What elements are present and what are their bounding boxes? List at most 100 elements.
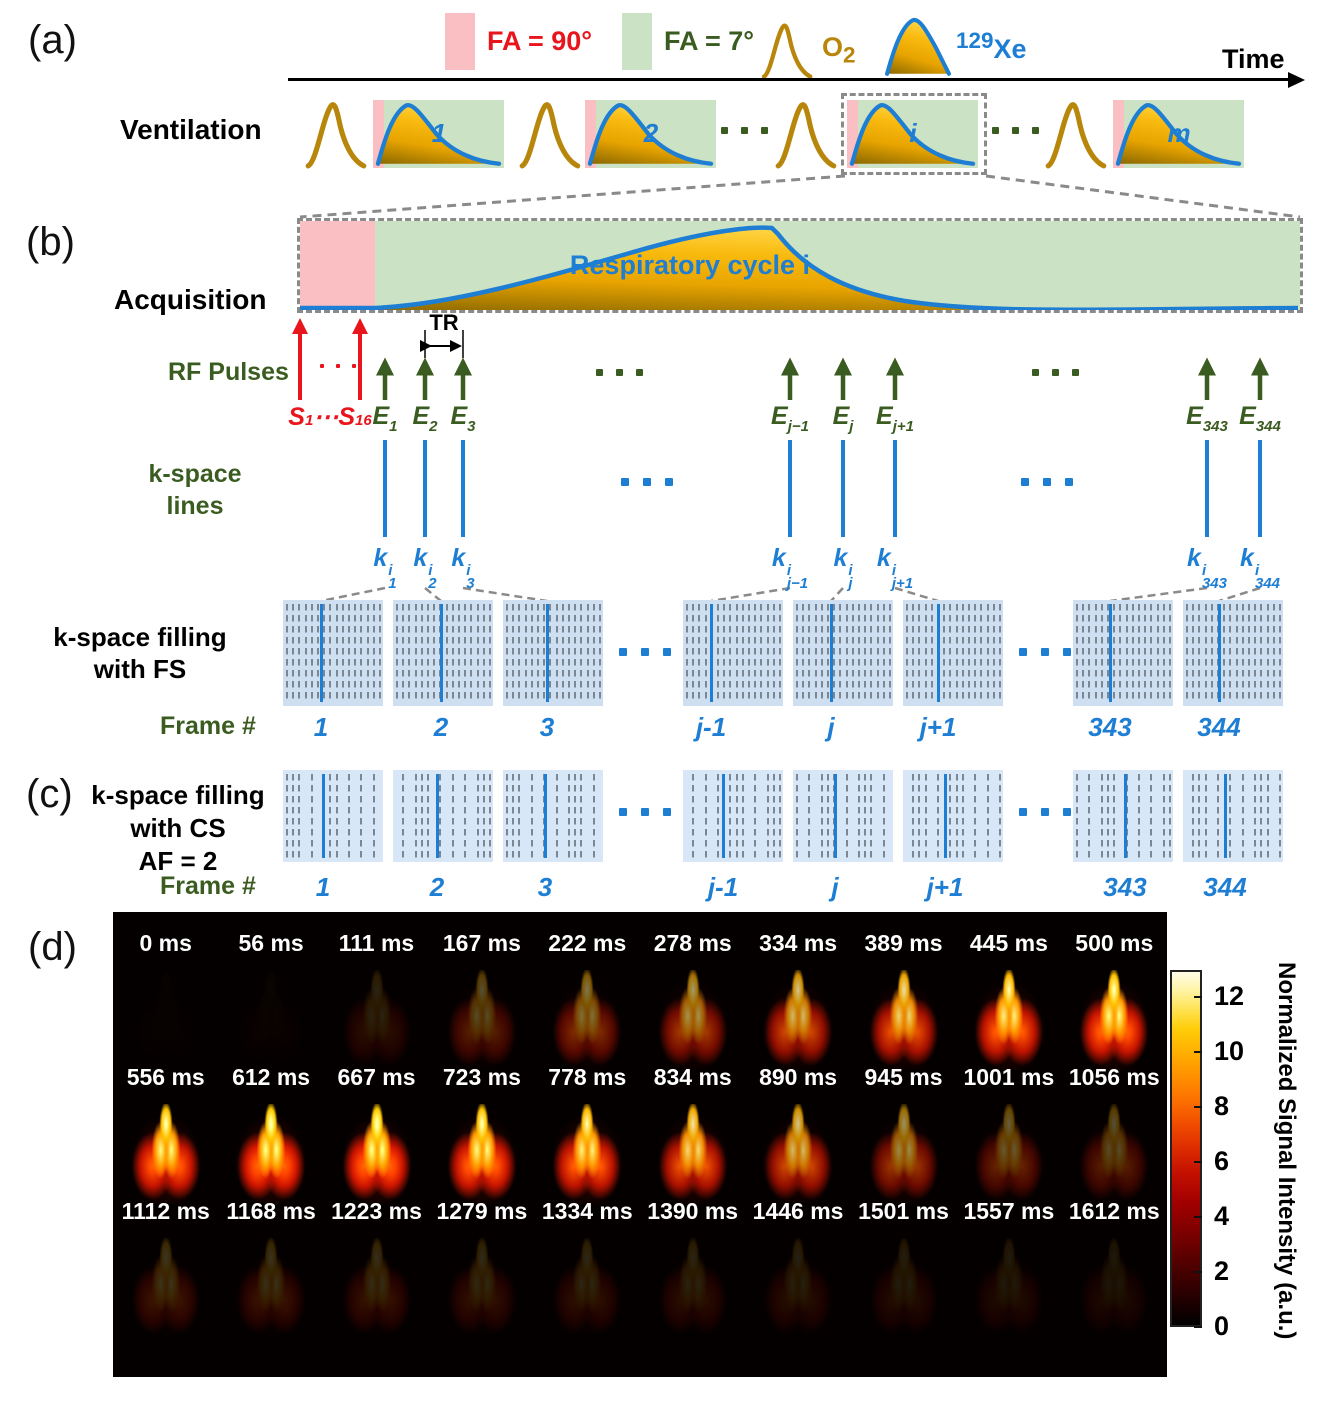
k-space-dashed-column <box>698 604 701 702</box>
k-space-dashed-column <box>482 604 485 702</box>
fs-row-label-2: with FS <box>93 654 187 684</box>
fs-block <box>393 600 493 706</box>
xe-signal-curve <box>587 103 714 166</box>
k-space-dashed-column <box>1113 774 1116 858</box>
o2-breath-curve <box>1045 102 1107 169</box>
k-space-dashed-column <box>686 604 688 702</box>
k-space-dashed-column <box>1192 604 1195 702</box>
dot-icon <box>991 126 999 134</box>
cs-dots-icon <box>619 808 671 816</box>
k-space-dashed-column <box>329 774 332 858</box>
frame-timestamp: 1001 ms <box>963 1064 1055 1090</box>
kspace-lines-label-1: k-space <box>148 460 242 488</box>
movie-panel: 0 ms 56 ms 111 ms 167 ms 222 ms 278 ms 334 ms 3… <box>113 912 1167 1377</box>
dot-icon <box>643 478 651 486</box>
k-space-dashed-column <box>937 774 939 858</box>
k-space-dashed-column <box>717 604 719 702</box>
lung-image <box>543 1238 632 1338</box>
k-space-dashed-column <box>1204 774 1207 858</box>
cs-block <box>683 770 783 862</box>
lung-image <box>227 1238 316 1338</box>
o2-label: O2 <box>822 32 856 68</box>
k-space-dashed-column <box>1088 774 1091 858</box>
rf-e-label: E2 <box>380 402 470 435</box>
o2-curve-icon <box>761 23 813 79</box>
frame-timestamp: 556 ms <box>126 1064 205 1090</box>
k-space-dashed-column <box>864 774 867 858</box>
k-space-dashed-column <box>1119 604 1122 702</box>
k-space-dashed-column <box>845 774 848 858</box>
frame-timestamp: 167 ms <box>442 930 521 956</box>
rf-dots-icon <box>595 368 643 376</box>
frame-timestamp: 222 ms <box>548 930 627 956</box>
cs-block <box>1073 770 1173 862</box>
math-sub: 343 <box>1201 575 1227 592</box>
lung-image <box>332 1104 421 1204</box>
lung-image <box>437 1104 526 1204</box>
dot-icon <box>663 648 671 656</box>
colorbar-tick-mark <box>1194 1051 1202 1054</box>
fs-frame-number: 343 <box>1088 712 1132 742</box>
fs-block <box>793 600 893 706</box>
k-space-dashed-column <box>980 604 983 702</box>
colorbar-tick-label: 0 <box>1214 1311 1230 1341</box>
k-space-dashed-column <box>512 604 515 702</box>
k-space-dashed-column <box>1192 774 1195 858</box>
math-sub: j+1 <box>891 575 914 592</box>
k-space-dashed-column <box>766 604 769 702</box>
k-space-dashed-column <box>1241 774 1244 858</box>
math-sub: 1 <box>388 575 397 592</box>
dot-icon <box>1031 126 1039 134</box>
o2-breath-path <box>519 102 581 169</box>
k-space-dashed-column <box>310 774 313 858</box>
k-space-dashed-column <box>445 604 448 702</box>
lung-image <box>1070 1238 1159 1338</box>
acquired-k-line <box>943 774 947 858</box>
k-space-dashed-column <box>1076 774 1078 858</box>
k-space-dashed-column <box>766 774 769 858</box>
math-sup: i <box>428 562 433 579</box>
rf-red-dots-icon <box>320 364 356 368</box>
k-lines-dots-icon <box>621 478 673 486</box>
math-base: k <box>451 544 466 572</box>
xe-base: Xe <box>993 34 1027 64</box>
math-sub: j <box>848 575 853 592</box>
frame-timestamp: 445 ms <box>969 930 1048 956</box>
k-space-dashed-column <box>402 604 405 702</box>
k-space-dashed-column <box>870 604 873 702</box>
k-space-dashed-column <box>592 604 595 702</box>
k-space-dashed-column <box>1125 774 1128 858</box>
k-space-dashed-column <box>476 774 479 858</box>
rf-e-label: Ej+1 <box>850 402 940 435</box>
cs-row-label-2: with CS <box>130 813 226 843</box>
rf-e-label: Ej <box>798 402 888 435</box>
math-base: k <box>1240 544 1254 572</box>
k-space-dashed-column <box>943 604 946 702</box>
acquisition-row-label: Acquisition <box>114 284 267 315</box>
acquisition-box <box>297 218 1303 313</box>
k-space-dashed-column <box>808 774 811 858</box>
lung-image <box>859 970 948 1070</box>
math-sub: 3 <box>467 418 476 435</box>
k-space-dashed-column <box>808 604 811 702</box>
k-space-dashed-column <box>439 774 442 858</box>
k-space-dashed-column <box>360 604 363 702</box>
k-space-dashed-column <box>754 604 757 702</box>
k-space-dashed-column <box>335 774 338 858</box>
k-space-dashed-column <box>1241 604 1244 702</box>
math-supsub: i 344 <box>1255 563 1280 591</box>
cs-frame-number: j <box>831 872 839 902</box>
k-space-dashed-column <box>918 774 921 858</box>
k-space-dashed-column <box>396 604 398 702</box>
k-space-dashed-column <box>949 604 952 702</box>
lung-image <box>332 1238 421 1338</box>
math-sup: i <box>1201 562 1207 579</box>
k-space-dashed-column <box>1254 774 1257 858</box>
k-space-dashed-column <box>1131 604 1134 702</box>
k-space-dashed-column <box>1100 604 1103 702</box>
k-space-dashed-column <box>912 604 915 702</box>
